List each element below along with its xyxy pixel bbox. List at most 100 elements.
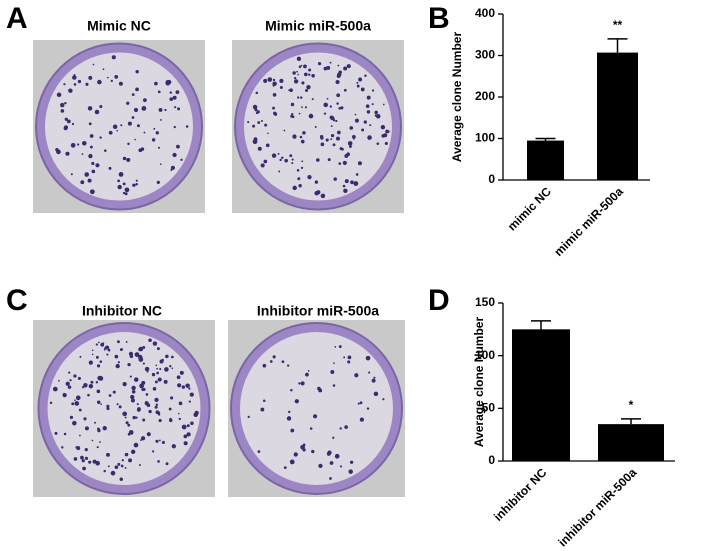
colony [252,104,258,110]
colony [124,192,128,196]
colony [188,387,191,390]
colony [142,418,146,422]
colony [247,121,250,124]
colony [257,450,261,454]
colony [88,460,92,464]
colony [356,84,360,88]
colony [318,463,323,469]
colony [171,367,174,370]
plate-inner [240,332,393,485]
colony [278,170,281,173]
colony [291,162,294,165]
colony [154,380,158,384]
colony [146,370,149,373]
colony [272,355,276,359]
colony [325,138,329,142]
colony [357,161,362,166]
colony [63,83,66,86]
colony [139,383,145,389]
colony [49,401,53,405]
colony [106,76,109,79]
colony [63,432,67,436]
colony [135,182,138,186]
colony [300,96,303,99]
colony [172,95,177,100]
colony [300,444,305,450]
colony [68,371,71,374]
colony [186,432,191,437]
colony [291,158,294,161]
colony [118,405,122,409]
colony [156,371,159,375]
colony [170,165,175,170]
colony [319,134,324,139]
colony [132,183,136,187]
colony [366,407,370,410]
colony [108,166,112,170]
colony [158,439,161,442]
colony [135,416,138,419]
colony [69,415,74,419]
photo-caption: Mimic NC [87,18,151,34]
colony [320,137,323,140]
colony [281,156,284,159]
colony [152,450,155,453]
colony [257,146,262,151]
colony [155,364,158,367]
colony [189,392,194,397]
colony [161,358,164,362]
colony [156,367,158,370]
colony [374,110,378,115]
colony [106,404,110,408]
colony [58,379,60,382]
colony [165,80,171,86]
colony [308,73,311,76]
colony [117,184,122,190]
colony [133,442,139,448]
colony [159,368,162,371]
plates [33,40,405,497]
colony [287,410,291,414]
colony [117,179,120,183]
colony [349,460,354,464]
colony [352,135,356,139]
colony [60,102,65,108]
y-tick-label: 100 [475,348,495,362]
colony [135,69,139,74]
colony [134,352,140,357]
colony [135,108,138,111]
colony [272,106,275,110]
colony [120,124,123,127]
x-tick-label: mimic miR-500a [551,184,626,259]
y-tick-label: 150 [475,295,495,309]
colony [281,360,285,364]
colony [145,393,149,396]
colony [347,355,352,360]
colony [142,362,145,365]
colony [382,398,385,401]
colony [343,66,348,71]
colony [64,117,68,121]
colony [279,85,283,90]
colony [284,158,288,163]
colony [114,465,119,470]
colony [164,108,167,112]
colony [99,136,102,139]
colony [356,81,359,84]
colony [120,464,124,468]
colony [96,364,101,368]
colony [155,439,159,443]
colony [292,185,297,191]
plate-inner [47,332,201,485]
colony [118,81,123,86]
colony [142,387,146,392]
colony [342,160,347,165]
colony [131,390,136,394]
colony [177,412,180,415]
colony [157,377,162,382]
colony [106,407,110,411]
colony [133,377,139,382]
colony [279,158,282,162]
colony [344,425,348,429]
